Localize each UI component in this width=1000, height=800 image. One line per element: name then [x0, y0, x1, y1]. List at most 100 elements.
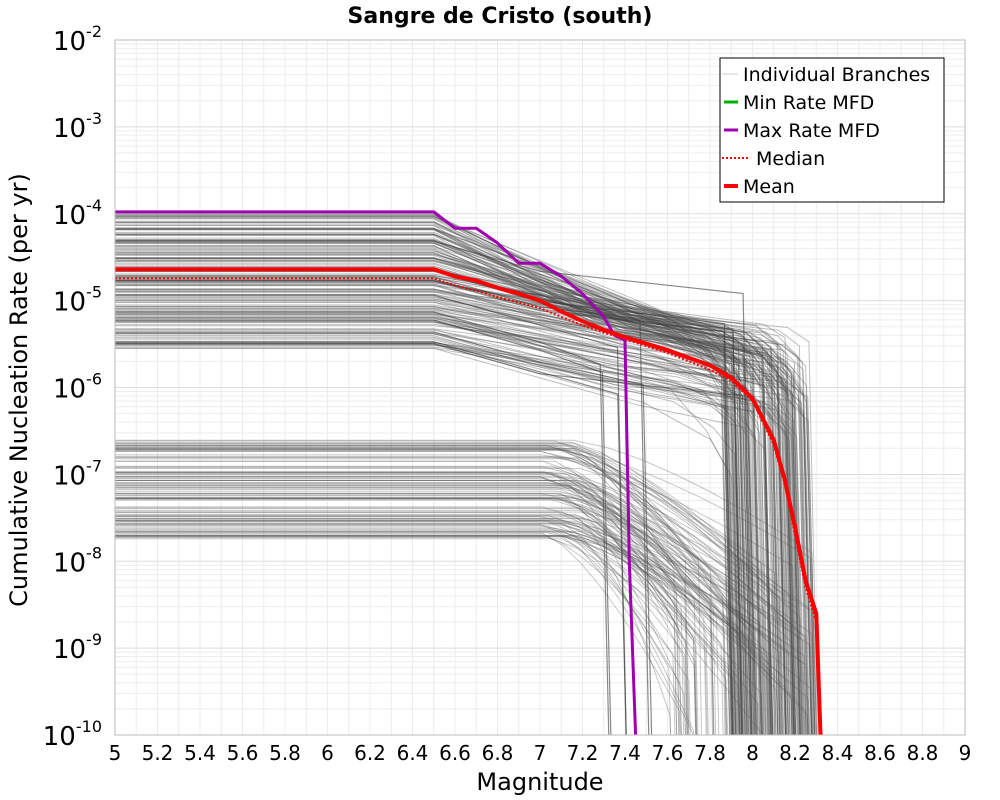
- branch-line: [115, 318, 748, 735]
- branch-line: [115, 531, 759, 735]
- mean-line: [115, 267, 823, 735]
- branch-line: [115, 508, 688, 735]
- branch-line: [115, 217, 763, 735]
- branch-line: [115, 308, 809, 735]
- branch-line: [115, 291, 777, 735]
- branch-line: [115, 228, 734, 735]
- legend: Individual Branches Min Rate MFD Max Rate …: [719, 57, 945, 203]
- branch-line: [115, 495, 715, 735]
- branch-line: [115, 280, 772, 735]
- branch-line: [115, 233, 791, 735]
- branch-line: [115, 519, 764, 735]
- max-rate-mfd-line: [115, 210, 638, 735]
- branch-line: [115, 259, 787, 735]
- branch-line: [115, 241, 731, 735]
- y-tick-label: 10-4: [53, 196, 102, 231]
- branch-line: [115, 517, 699, 735]
- branch-line: [115, 518, 793, 735]
- branch-line: [115, 481, 727, 735]
- branch-line: [115, 480, 782, 735]
- branch-line: [115, 526, 728, 735]
- branch-line: [115, 439, 816, 735]
- branch-line: [115, 283, 799, 735]
- branch-line: [115, 441, 775, 735]
- branch-line: [115, 511, 815, 735]
- branch-line: [115, 519, 810, 735]
- x-tick-label: 7.4: [609, 741, 641, 765]
- x-tick-label: 5.8: [269, 741, 301, 765]
- branch-line: [115, 490, 814, 735]
- branch-line: [115, 449, 714, 735]
- y-axis-ticks: 10-2 10-3 10-4 10-5 10-6 10-7 10-8 10-9 10-10: [43, 22, 102, 752]
- branch-line: [115, 492, 763, 735]
- branch-line: [115, 466, 817, 735]
- branch-line: [115, 538, 683, 735]
- branch-line: [115, 476, 707, 735]
- branch-line: [115, 316, 766, 735]
- branch-line: [115, 240, 759, 735]
- branch-line: [115, 530, 691, 735]
- summary-series: [115, 210, 823, 735]
- branch-line: [115, 494, 802, 735]
- branch-line: [115, 440, 689, 735]
- branch-line: [115, 309, 795, 735]
- branch-line: [115, 535, 793, 735]
- branch-line: [115, 456, 788, 735]
- branch-line: [115, 227, 796, 735]
- branch-line: [115, 319, 612, 735]
- branch-line: [115, 269, 746, 735]
- branch-line: [115, 342, 801, 735]
- branch-line: [115, 460, 697, 735]
- branch-line: [115, 331, 653, 735]
- branch-line: [115, 515, 724, 735]
- branch-line: [115, 498, 697, 735]
- branch-line: [115, 337, 801, 735]
- branch-line: [115, 220, 787, 735]
- branch-line: [115, 444, 783, 735]
- branch-line: [115, 305, 813, 735]
- x-axis-ticks: 5 5.2 5.4 5.6 5.8 6 6.2 6.4 6.6 6.8 7 7.2 7.4 7.6 7.8 8…: [109, 741, 972, 765]
- branch-line: [115, 257, 797, 735]
- y-axis-label: Cumulative Nucleation Rate (per yr): [5, 173, 33, 607]
- branch-line: [115, 487, 767, 735]
- branch-line: [115, 447, 744, 735]
- branch-line: [115, 274, 772, 735]
- branch-line: [115, 471, 732, 735]
- branch-line: [115, 228, 779, 735]
- branch-line: [115, 524, 784, 735]
- branch-line: [115, 532, 681, 735]
- branch-line: [115, 224, 809, 735]
- individual-branches: [115, 213, 819, 735]
- branch-line: [115, 297, 748, 735]
- x-tick-label: 6.4: [397, 741, 429, 765]
- branch-line: [115, 288, 813, 735]
- x-tick-label: 5.6: [227, 741, 259, 765]
- branch-line: [115, 241, 781, 735]
- branch-line: [115, 479, 685, 735]
- legend-label: Max Rate MFD: [743, 120, 880, 142]
- branch-line: [115, 454, 796, 735]
- branch-line: [115, 242, 761, 735]
- branch-line: [115, 535, 672, 735]
- branch-line: [115, 231, 753, 735]
- branch-line: [115, 536, 807, 735]
- grid-lines: [114, 40, 966, 736]
- branch-line: [115, 524, 764, 735]
- branch-line: [115, 523, 695, 735]
- branch-line: [115, 480, 709, 735]
- branch-line: [115, 489, 772, 735]
- y-tick-label: 10-7: [53, 456, 102, 491]
- branch-line: [115, 294, 814, 735]
- branch-line: [115, 301, 746, 735]
- branch-line: [115, 344, 794, 735]
- branch-line: [115, 484, 795, 735]
- branch-line: [115, 290, 780, 735]
- x-tick-label: 7: [534, 741, 547, 765]
- x-tick-label: 6: [321, 741, 334, 765]
- branch-line: [115, 277, 777, 735]
- branch-line: [115, 250, 733, 735]
- branch-line: [115, 451, 761, 735]
- branch-line: [115, 471, 795, 735]
- branch-line: [115, 288, 754, 735]
- branch-line: [115, 460, 746, 735]
